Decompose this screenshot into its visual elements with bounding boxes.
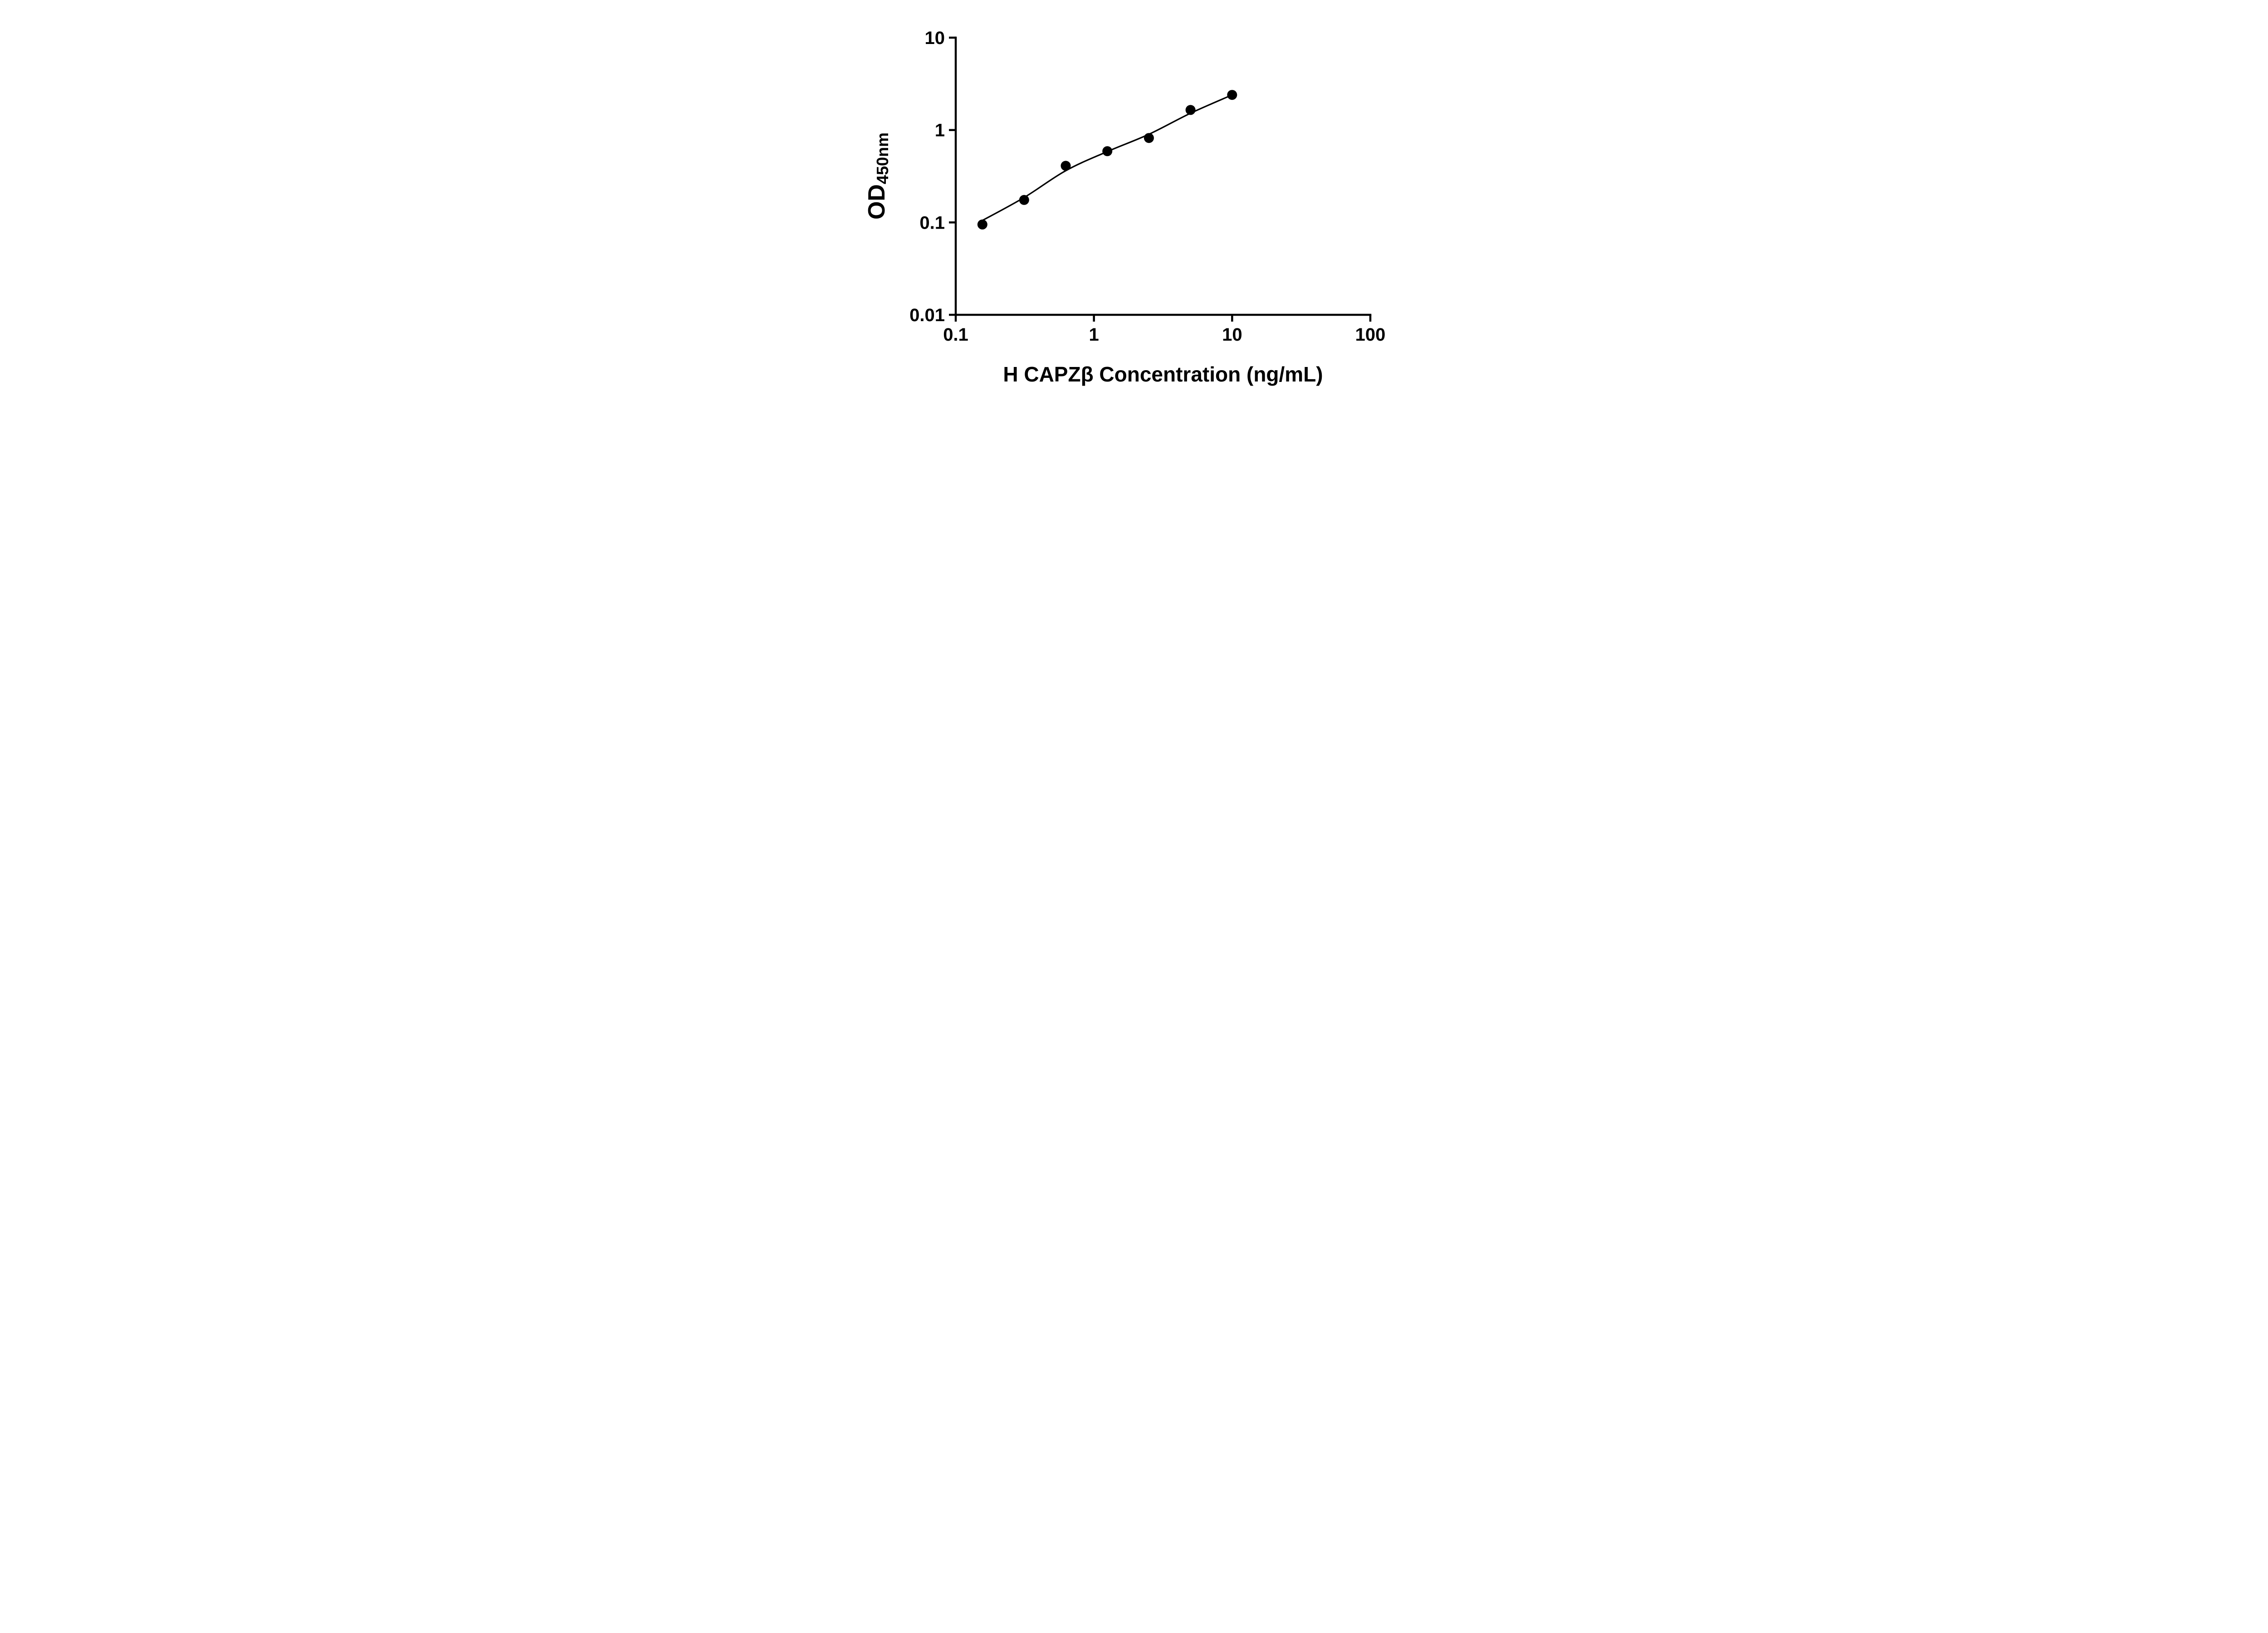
data-point <box>1061 161 1071 171</box>
x-tick-label: 1 <box>1089 325 1099 345</box>
data-point <box>1185 105 1196 115</box>
data-point <box>1102 146 1113 156</box>
data-point <box>1144 133 1154 143</box>
x-tick-label: 0.1 <box>943 325 968 345</box>
x-tick-label: 10 <box>1222 325 1242 345</box>
y-tick-label: 1 <box>935 121 945 141</box>
y-axis-title-main: OD <box>864 184 890 220</box>
y-tick-label: 10 <box>925 28 945 48</box>
data-point <box>977 219 987 230</box>
y-axis-title: OD450nm <box>863 132 892 220</box>
x-tick-label: 100 <box>1355 325 1386 345</box>
elisa-standard-curve-figure: 0.1 1 10 100 10 1 0.1 0.01 H CAPZβ Concentratio… <box>842 0 1426 408</box>
x-axis-title: H CAPZβ Concentration (ng/mL) <box>1003 362 1323 386</box>
data-point <box>1227 90 1237 100</box>
y-tick-label: 0.1 <box>919 213 945 233</box>
data-point <box>1019 195 1029 205</box>
axis-spines <box>954 36 1372 316</box>
y-tick-label: 0.01 <box>909 305 945 325</box>
y-axis-title-sub: 450nm <box>873 132 892 185</box>
